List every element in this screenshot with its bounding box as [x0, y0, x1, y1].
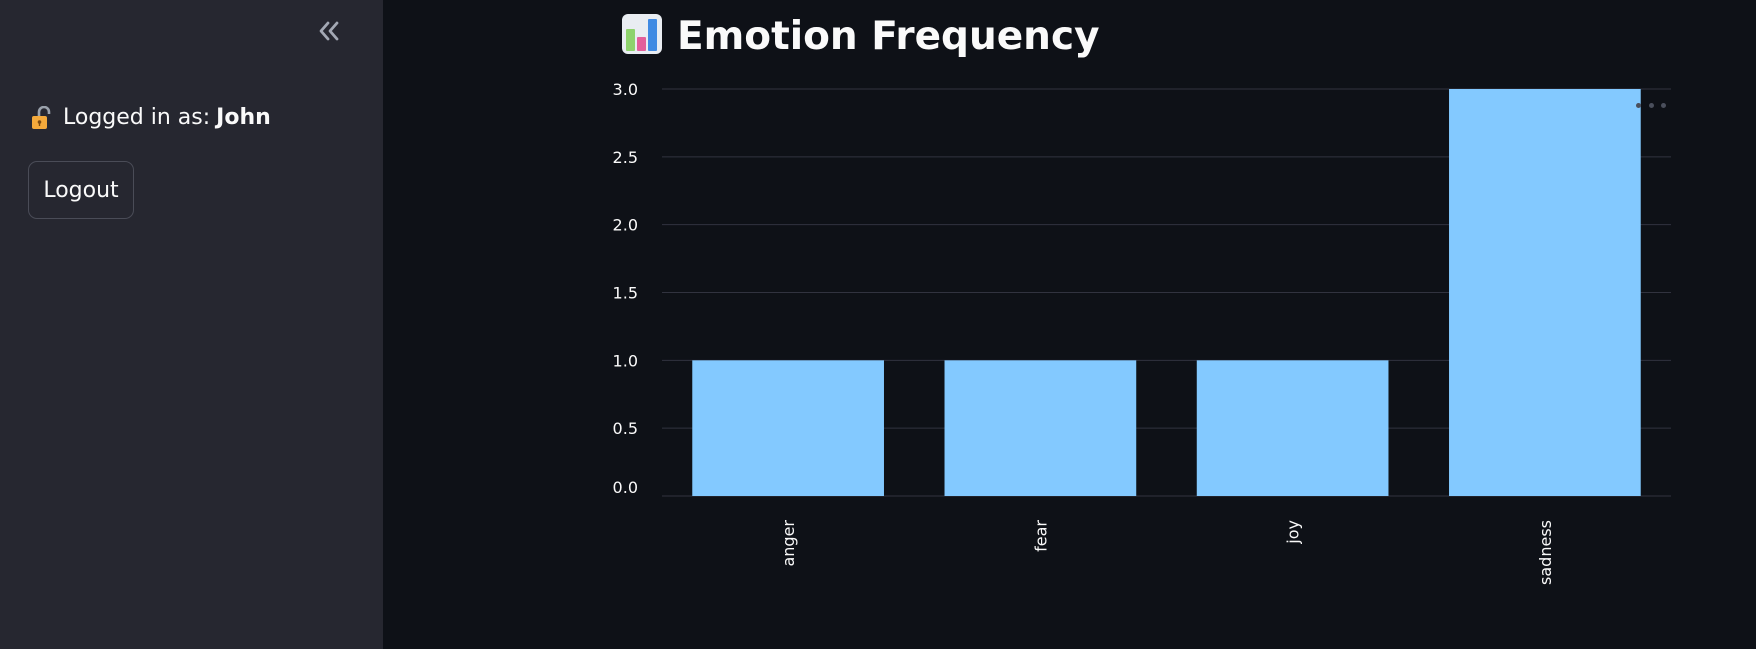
- bar-fear: [944, 360, 1137, 496]
- y-tick-label: 2.0: [613, 216, 638, 235]
- bar-sadness: [1449, 89, 1641, 496]
- y-tick-label: 1.5: [613, 284, 638, 303]
- bar-anger: [692, 360, 884, 496]
- chart-menu-button[interactable]: [1636, 96, 1666, 114]
- login-prefix: Logged in as:: [63, 105, 211, 130]
- bar-chart-icon: [621, 13, 663, 59]
- more-dots-icon: [1636, 102, 1641, 108]
- page-header: Emotion Frequency: [621, 12, 1100, 60]
- x-tick-label: fear: [1031, 520, 1050, 552]
- bar-joy: [1196, 360, 1389, 496]
- double-chevron-left-icon: [319, 21, 339, 41]
- y-tick-label: 2.5: [613, 148, 638, 167]
- login-status: Logged in as: John: [31, 103, 271, 133]
- sidebar: Logged in as: John Logout: [0, 0, 383, 649]
- logout-button[interactable]: Logout: [28, 161, 134, 219]
- collapse-sidebar-button[interactable]: [311, 14, 347, 48]
- x-tick-label: sadness: [1536, 520, 1555, 585]
- unlocked-padlock-icon: [31, 106, 53, 130]
- y-tick-label: 0.5: [613, 419, 638, 438]
- page-title: Emotion Frequency: [677, 13, 1100, 59]
- x-tick-label: anger: [779, 520, 798, 567]
- y-tick-label: 0.0: [613, 478, 638, 497]
- username: John: [216, 105, 271, 130]
- y-tick-label: 3.0: [613, 80, 638, 99]
- x-tick-label: joy: [1284, 520, 1303, 545]
- y-tick-label: 1.0: [613, 351, 638, 370]
